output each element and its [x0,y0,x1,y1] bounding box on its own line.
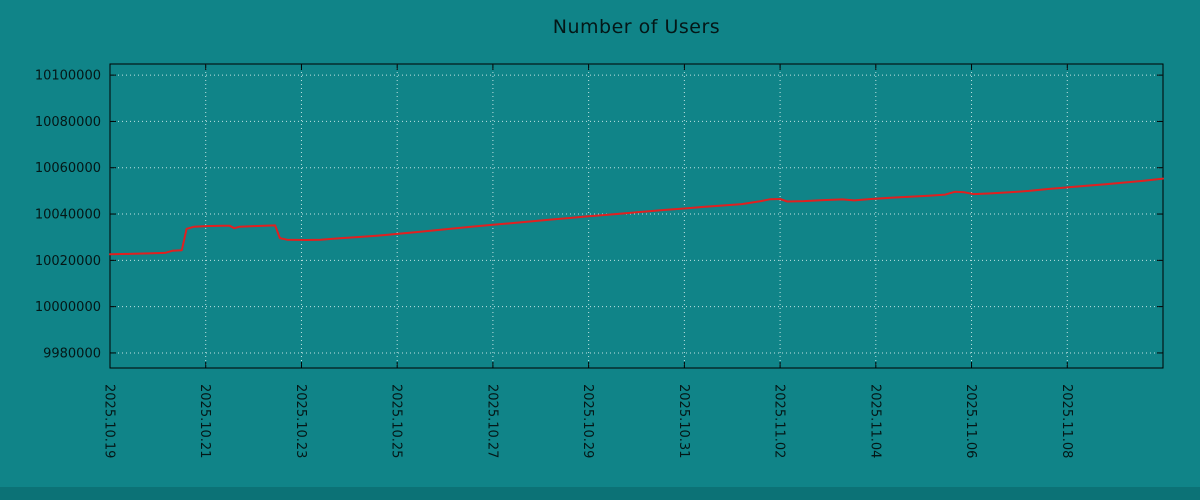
x-tick-label: 2025.10.25 [389,384,404,458]
y-tick-label: 10040000 [35,208,101,223]
chart-title: Number of Users [552,16,721,38]
plot-border [109,63,1164,369]
x-tick-label: 2025.10.29 [580,384,595,458]
x-tick-label: 2025.11.04 [867,384,882,458]
x-tick-label: 2025.10.23 [293,384,308,458]
x-tick-label: 2025.11.06 [963,384,978,458]
x-tick-label: 2025.11.08 [1059,384,1074,458]
x-tick-label: 2025.10.21 [197,384,212,458]
y-tick-label: 10020000 [35,254,101,269]
x-tick-label: 2025.11.02 [772,384,787,458]
x-tick-label: 2025.10.31 [676,384,691,458]
users-line [109,177,1164,256]
y-tick-label: 10100000 [35,69,101,84]
y-tick-label: 10060000 [35,161,101,176]
x-tick-label: 2025.10.19 [102,384,117,458]
x-tick-label: 2025.10.27 [484,384,499,458]
y-tick-label: 9980000 [43,346,101,361]
footer-band [0,487,1200,500]
y-tick-label: 10080000 [35,115,101,130]
y-tick-label: 10000000 [35,300,101,315]
